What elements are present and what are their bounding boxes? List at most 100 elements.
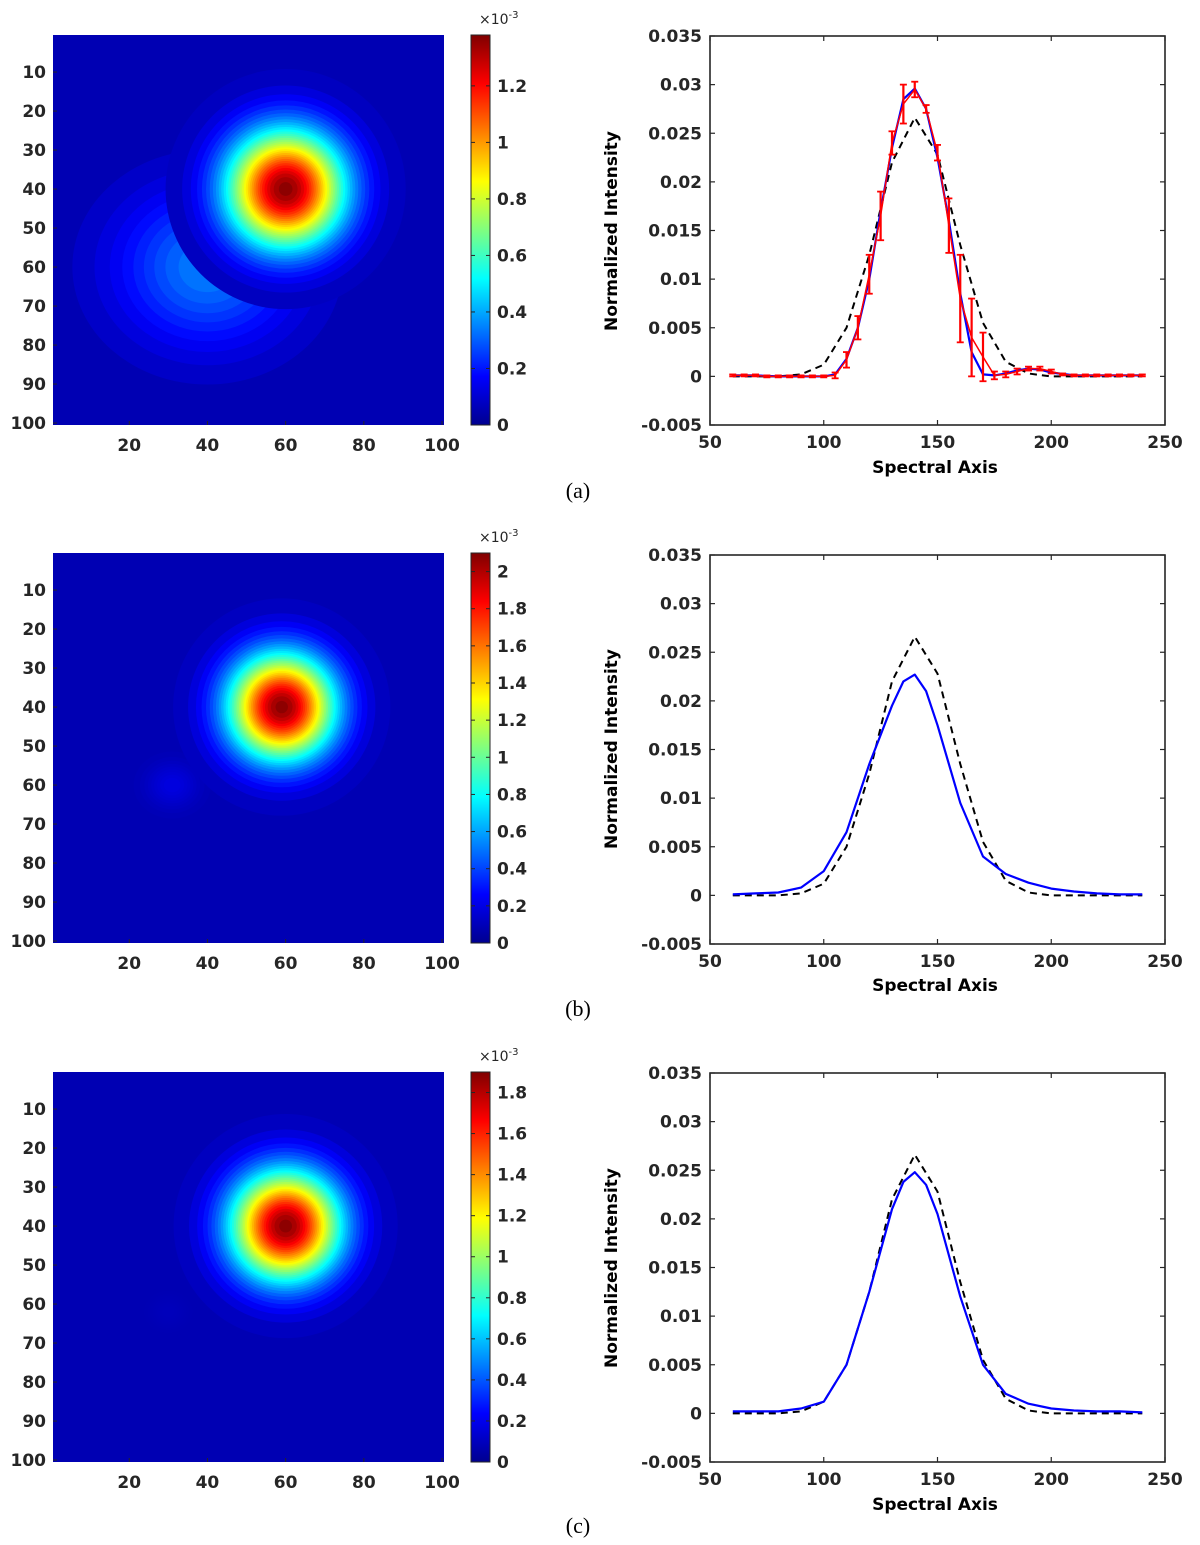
colorbar-tick-label: 1.6 xyxy=(497,637,527,657)
heatmap-y-tick-label: 80 xyxy=(22,1373,46,1393)
colorbar-tick-label: 1.8 xyxy=(497,600,527,620)
heatmap-y-tick-label: 50 xyxy=(22,1256,46,1276)
heatmap-c-intensity xyxy=(139,1113,398,1339)
line-chart-a: 50 100 150 200 250 -0.005 0 0.005 0.01 0.015 0.02 0… xyxy=(602,27,1183,478)
colorbar-tick-label: 1.8 xyxy=(497,1084,527,1104)
colorbar-tick-label: 1.4 xyxy=(497,674,527,694)
heatmap-y-tick-label: 90 xyxy=(22,893,46,913)
colorbar-c-gradient xyxy=(470,1071,491,1463)
y-tick-label: 0.005 xyxy=(648,838,702,858)
heatmap-y-tick-label: 90 xyxy=(22,1412,46,1432)
heatmap-halo-contour xyxy=(163,777,181,793)
line-chart-a-plot: 50 100 150 200 250 -0.005 0 0.005 0.01 0.015 0.02 0… xyxy=(641,27,1183,453)
colorbar-b-ticks: 0 0.2 0.4 0.6 0.8 1 1.2 1.4 1.6 1.8 2 xyxy=(471,563,527,954)
y-tick-label: 0.005 xyxy=(648,319,702,339)
x-tick-label: 100 xyxy=(806,952,842,972)
heatmap-a: 20 40 60 80 100 10 20 30 40 50 60 70 80 90 100 xyxy=(11,35,460,456)
heatmap-x-tick-label: 20 xyxy=(117,954,141,974)
colorbar-tick-label: 0.2 xyxy=(497,897,527,917)
heatmap-x-tick-label: 20 xyxy=(117,1473,141,1493)
series-estimate-line xyxy=(732,673,1143,896)
colorbar-tick-label: 0 xyxy=(497,416,509,436)
y-tick-label: 0.03 xyxy=(660,1113,702,1133)
plot-background xyxy=(710,555,1165,944)
x-tick-label: 250 xyxy=(1147,952,1183,972)
x-tick-label: 50 xyxy=(698,1470,722,1490)
x-axis-label: Spectral Axis xyxy=(872,1495,998,1515)
y-tick-label: 0.01 xyxy=(660,789,702,809)
heatmap-a-axes: 20 40 60 80 100 10 20 30 40 50 60 70 80 90 100 xyxy=(11,63,460,456)
x-tick-label: 50 xyxy=(698,952,722,972)
colorbar-tick-label: 1.4 xyxy=(497,1166,527,1186)
heatmap-y-tick-label: 30 xyxy=(22,1178,46,1198)
x-axis-label: Spectral Axis xyxy=(872,458,998,478)
heatmap-x-tick-label: 40 xyxy=(196,954,220,974)
y-tick-label: 0.01 xyxy=(660,270,702,290)
colorbar-c: 0 0.2 0.4 0.6 0.8 1 1.2 1.4 1.6 1.8 ×10-3 xyxy=(470,1047,527,1473)
y-tick-label: 0.01 xyxy=(660,1307,702,1327)
heatmap-x-tick-label: 60 xyxy=(274,1473,298,1493)
caption-a: (a) xyxy=(566,478,590,503)
colorbar-tick-label: 1 xyxy=(497,133,509,153)
y-tick-label: 0.03 xyxy=(660,76,702,96)
caption-b: (b) xyxy=(565,996,591,1021)
colorbar-tick-label: 1 xyxy=(497,748,509,768)
heatmap-y-tick-label: 100 xyxy=(11,1451,47,1471)
colorbar-tick-label: 2 xyxy=(497,563,509,583)
colorbar-tick-label: 0.6 xyxy=(497,823,527,843)
colorbar-b: 0 0.2 0.4 0.6 0.8 1 1.2 1.4 1.6 1.8 2 ×10-3 xyxy=(470,528,527,954)
colorbar-tick-label: 1.2 xyxy=(497,77,527,97)
colorbar-c-multiplier: ×10-3 xyxy=(479,1047,519,1065)
y-axis-label: Normalized Intensity xyxy=(602,131,622,331)
heatmap-blob-contour xyxy=(278,182,293,196)
heatmap-x-tick-label: 60 xyxy=(274,954,298,974)
line-chart-c: 50 100 150 200 250 -0.005 0 0.005 0.01 0.015 0.02 0… xyxy=(602,1064,1183,1515)
y-tick-label: -0.005 xyxy=(641,935,702,955)
colorbar-tick-label: 0.8 xyxy=(497,190,527,210)
colorbar-a-multiplier: ×10-3 xyxy=(479,10,519,28)
heatmap-b: 20 40 60 80 100 10 20 30 40 50 60 70 80 90 100 xyxy=(11,553,460,974)
line-chart-b-plot: 50 100 150 200 250 -0.005 0 0.005 0.01 0.015 0.02 0… xyxy=(641,546,1183,972)
colorbar-tick-label: 0.6 xyxy=(497,246,527,266)
heatmap-b-axes: 20 40 60 80 100 10 20 30 40 50 60 70 80 90 100 xyxy=(11,581,460,974)
y-tick-label: 0.02 xyxy=(660,1210,702,1230)
y-tick-label: 0.035 xyxy=(648,546,702,566)
heatmap-x-tick-label: 40 xyxy=(196,436,220,456)
heatmap-x-tick-label: 20 xyxy=(117,436,141,456)
heatmap-y-tick-label: 20 xyxy=(22,102,46,122)
colorbar-c-ticks: 0 0.2 0.4 0.6 0.8 1 1.2 1.4 1.6 1.8 xyxy=(471,1084,527,1473)
colorbar-b-gradient xyxy=(470,552,491,944)
colorbar-tick-label: 0.2 xyxy=(497,359,527,379)
heatmap-y-tick-label: 30 xyxy=(22,659,46,679)
heatmap-blob-contour xyxy=(279,1219,293,1233)
heatmap-blob-contour xyxy=(275,700,288,714)
colorbar-tick-label: 0.4 xyxy=(497,303,527,323)
colorbar-a-gradient xyxy=(470,34,491,426)
heatmap-y-tick-label: 80 xyxy=(22,336,46,356)
x-tick-label: 150 xyxy=(920,1470,956,1490)
x-tick-label: 150 xyxy=(920,952,956,972)
heatmap-y-tick-label: 10 xyxy=(22,1100,46,1120)
x-tick-label: 200 xyxy=(1034,1470,1070,1490)
y-tick-label: 0.035 xyxy=(648,1064,702,1084)
heatmap-x-tick-label: 60 xyxy=(274,436,298,456)
y-tick-label: 0.02 xyxy=(660,173,702,193)
heatmap-y-tick-label: 70 xyxy=(22,815,46,835)
y-tick-label: 0.015 xyxy=(648,741,702,761)
line-chart-c-plot: 50 100 150 200 250 -0.005 0 0.005 0.01 0.015 0.02 0… xyxy=(641,1064,1183,1490)
colorbar-a: 0 0.2 0.4 0.6 0.8 1 1.2 ×10-3 xyxy=(470,10,527,436)
y-tick-label: 0.015 xyxy=(648,222,702,242)
heatmap-y-tick-label: 40 xyxy=(22,698,46,718)
heatmap-x-tick-label: 100 xyxy=(424,1473,460,1493)
plot-frame xyxy=(709,1072,1166,1463)
heatmap-y-tick-label: 40 xyxy=(22,180,46,200)
y-tick-label: 0.005 xyxy=(648,1356,702,1376)
heatmap-y-tick-label: 60 xyxy=(22,776,46,796)
heatmap-x-tick-label: 80 xyxy=(352,954,376,974)
y-axis-label: Normalized Intensity xyxy=(602,1168,622,1368)
x-tick-label: 250 xyxy=(1147,433,1183,453)
heatmap-x-tick-label: 40 xyxy=(196,1473,220,1493)
